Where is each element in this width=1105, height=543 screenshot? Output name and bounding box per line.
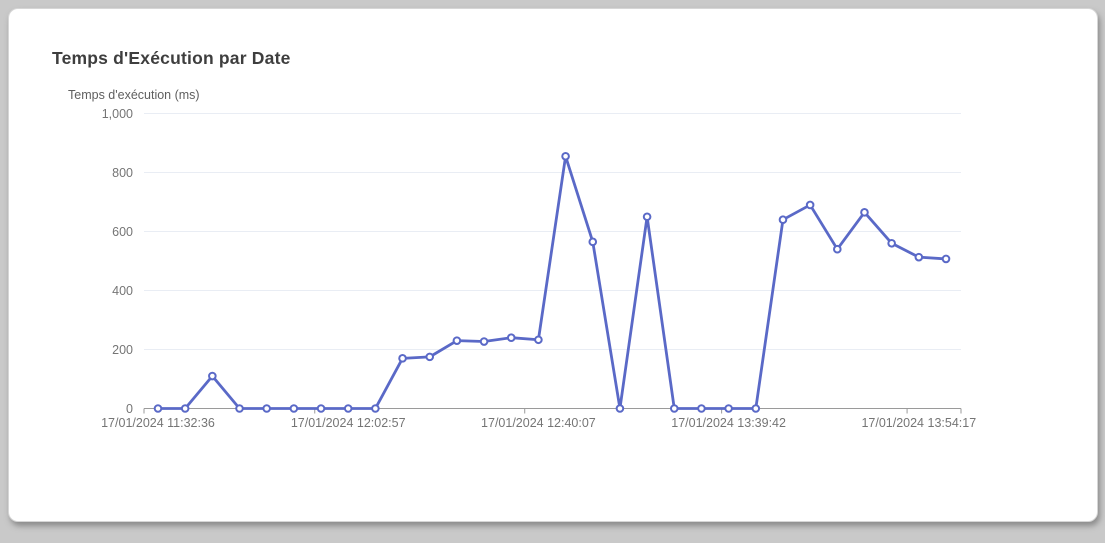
- data-point-marker[interactable]: [751, 404, 761, 413]
- y-tick-label: 0: [126, 401, 133, 416]
- data-point-marker[interactable]: [860, 208, 869, 217]
- data-point-marker[interactable]: [235, 404, 244, 413]
- data-point-marker[interactable]: [833, 244, 842, 254]
- y-tick-label: 600: [112, 224, 133, 239]
- x-tick-label: 17/01/2024 13:54:17: [861, 416, 977, 430]
- data-point-marker[interactable]: [669, 404, 679, 413]
- data-point-marker[interactable]: [914, 252, 924, 262]
- y-tick-label: 800: [112, 165, 133, 180]
- data-point-marker[interactable]: [887, 239, 896, 248]
- data-point-marker[interactable]: [425, 352, 435, 362]
- y-axis-title: Temps d'exécution (ms): [68, 88, 200, 102]
- data-point-marker[interactable]: [316, 404, 326, 413]
- data-point-marker[interactable]: [588, 237, 598, 247]
- chart-title: Temps d'Exécution par Date: [52, 48, 291, 68]
- series-line: [156, 154, 948, 410]
- data-point-marker[interactable]: [262, 404, 271, 413]
- x-tick-label: 17/01/2024 13:39:42: [671, 416, 786, 430]
- data-point-marker[interactable]: [805, 200, 815, 210]
- data-point-marker[interactable]: [398, 354, 407, 363]
- data-point-marker[interactable]: [452, 336, 462, 345]
- x-tick-label: 17/01/2024 12:02:57: [290, 416, 406, 430]
- y-tick-label: 400: [112, 283, 133, 298]
- y-tick-label: 1,000: [101, 106, 133, 121]
- x-tick-label: 17/01/2024 11:32:36: [101, 416, 215, 430]
- y-tick-label: 200: [112, 342, 133, 357]
- data-point-marker[interactable]: [289, 404, 299, 413]
- data-point-marker[interactable]: [153, 404, 163, 413]
- data-point-marker[interactable]: [697, 404, 706, 413]
- data-point-marker[interactable]: [506, 333, 516, 343]
- data-point-marker[interactable]: [941, 254, 951, 264]
- chart-card: [8, 8, 1098, 522]
- data-point-marker[interactable]: [180, 404, 190, 413]
- data-point-marker[interactable]: [778, 215, 788, 224]
- data-point-marker[interactable]: [561, 151, 570, 161]
- data-point-marker[interactable]: [343, 404, 353, 413]
- data-point-marker[interactable]: [534, 335, 543, 345]
- x-tick-label: 17/01/2024 12:40:07: [481, 416, 596, 430]
- data-point-marker[interactable]: [615, 404, 625, 413]
- data-point-marker[interactable]: [642, 212, 652, 222]
- data-point-marker[interactable]: [479, 337, 489, 346]
- data-point-marker[interactable]: [208, 371, 217, 381]
- data-point-marker[interactable]: [724, 404, 733, 413]
- data-point-marker[interactable]: [371, 404, 380, 413]
